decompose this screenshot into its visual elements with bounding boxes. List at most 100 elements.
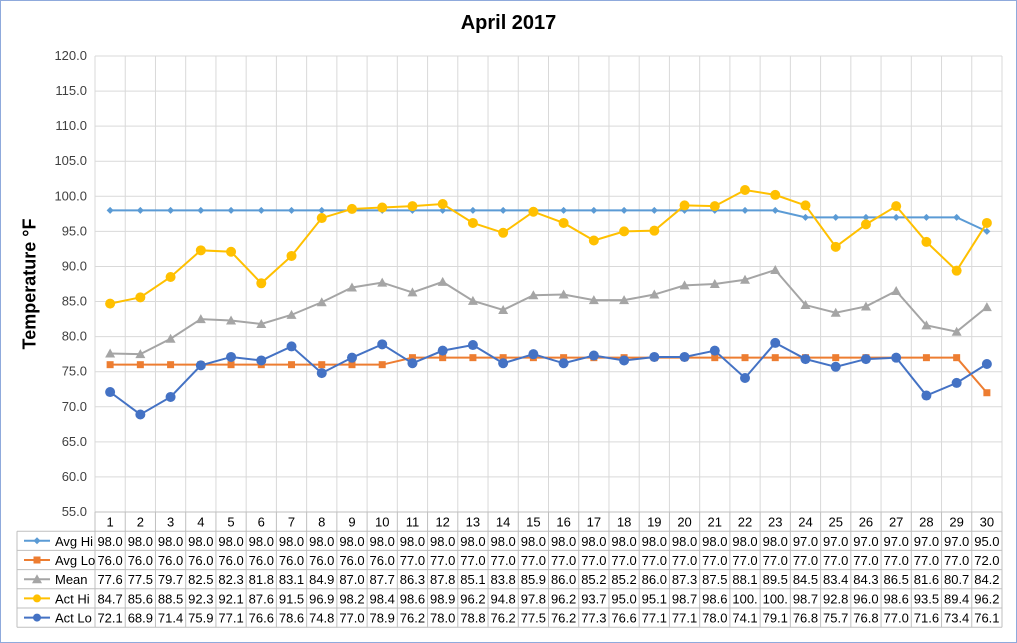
data-table-cell: 98.6 xyxy=(702,591,727,606)
data-table-cell: 77.0 xyxy=(430,553,455,568)
data-point-avg-lo xyxy=(469,354,477,362)
legend-entry: Avg Hi xyxy=(55,534,93,549)
data-point-avg-hi xyxy=(862,213,870,221)
data-table-cell: 76.0 xyxy=(249,553,274,568)
legend-entry: Act Lo xyxy=(55,611,92,626)
data-point-act-lo xyxy=(256,355,267,366)
data-point-act-lo xyxy=(951,377,962,388)
y-tick-label: 65.0 xyxy=(62,434,87,449)
data-point-avg-hi xyxy=(167,206,175,214)
data-table-cell: 87.8 xyxy=(430,572,455,587)
data-table-cell: 84.9 xyxy=(309,572,334,587)
data-table-cell: 78.0 xyxy=(430,611,455,626)
series-line-avg-hi xyxy=(110,209,988,233)
data-table-cell: 77.0 xyxy=(884,611,909,626)
data-point-avg-lo xyxy=(348,361,356,369)
x-tick-label: 7 xyxy=(288,515,295,530)
data-table-cell: 98.7 xyxy=(672,591,697,606)
data-point-avg-hi xyxy=(953,213,961,221)
data-point-avg-lo xyxy=(953,354,961,362)
data-point-avg-hi xyxy=(499,206,507,214)
data-table-cell: 98.0 xyxy=(642,534,667,549)
data-point-mean xyxy=(105,348,116,358)
data-table-cell: 95.1 xyxy=(642,591,667,606)
data-table-cell: 98.0 xyxy=(732,534,757,549)
x-tick-label: 16 xyxy=(556,515,570,530)
data-point-act-hi xyxy=(830,241,841,252)
data-table-cell: 77.5 xyxy=(521,611,546,626)
data-table-cell: 86.0 xyxy=(642,572,667,587)
data-point-mean xyxy=(830,307,841,317)
data-table-cell: 77.3 xyxy=(581,611,606,626)
data-point-act-lo xyxy=(316,368,327,379)
legend-key-marker xyxy=(33,613,41,622)
data-point-act-lo xyxy=(679,351,690,362)
data-point-mean xyxy=(346,282,357,292)
data-table-cell: 76.0 xyxy=(188,553,213,568)
data-point-mean xyxy=(619,295,630,305)
y-tick-label: 75.0 xyxy=(62,364,87,379)
data-point-act-hi xyxy=(588,235,599,246)
x-tick-label: 3 xyxy=(167,515,174,530)
data-table-cell: 98.9 xyxy=(430,591,455,606)
data-point-avg-hi xyxy=(288,206,296,214)
data-table-cell: 77.0 xyxy=(672,553,697,568)
data-point-mean xyxy=(709,279,720,288)
data-table-cell: 85.9 xyxy=(521,572,546,587)
data-point-mean xyxy=(891,286,902,296)
data-point-mean xyxy=(528,290,539,300)
data-table-cell: 76.0 xyxy=(309,553,334,568)
data-point-mean xyxy=(498,304,509,314)
chart-title: April 2017 xyxy=(460,12,557,34)
data-table-cell: 76.0 xyxy=(279,553,304,568)
data-table-cell: 77.1 xyxy=(642,611,667,626)
data-point-act-hi xyxy=(346,203,357,214)
data-point-act-hi xyxy=(226,246,237,257)
data-point-avg-hi xyxy=(257,206,265,214)
data-point-act-lo xyxy=(437,345,448,356)
x-tick-label: 6 xyxy=(258,515,265,530)
x-tick-label: 22 xyxy=(738,515,752,530)
data-point-avg-lo xyxy=(560,354,568,362)
data-point-act-hi xyxy=(619,226,630,237)
data-point-avg-hi xyxy=(832,213,840,221)
data-point-avg-lo xyxy=(106,361,114,369)
y-tick-label: 80.0 xyxy=(62,329,87,344)
data-table-cell: 79.7 xyxy=(158,572,183,587)
data-table-cell: 97.0 xyxy=(914,534,939,549)
data-table-cell: 72.1 xyxy=(97,611,122,626)
data-point-act-lo xyxy=(346,352,357,363)
data-table-cell: 89.5 xyxy=(763,572,788,587)
data-point-act-lo xyxy=(195,360,206,371)
data-point-avg-lo xyxy=(922,354,930,362)
data-point-act-lo xyxy=(709,345,720,356)
data-point-act-hi xyxy=(377,202,388,213)
data-table-cell: 97.0 xyxy=(823,534,848,549)
data-point-mean xyxy=(800,300,811,310)
data-point-act-lo xyxy=(891,352,902,363)
data-table-cell: 77.0 xyxy=(853,553,878,568)
data-point-avg-lo xyxy=(439,354,447,362)
data-point-avg-hi xyxy=(590,206,598,214)
x-tick-label: 25 xyxy=(828,515,842,530)
data-point-avg-hi xyxy=(771,206,779,214)
data-point-act-hi xyxy=(679,200,690,211)
data-table-cell: 98.0 xyxy=(460,534,485,549)
y-tick-label: 70.0 xyxy=(62,399,87,414)
data-point-act-lo xyxy=(226,351,237,362)
data-table-cell: 77.0 xyxy=(793,553,818,568)
data-table-cell: 96.9 xyxy=(309,591,334,606)
data-point-act-lo xyxy=(498,358,509,369)
data-point-mean xyxy=(316,297,327,307)
series-line-act-lo xyxy=(109,341,988,416)
x-tick-label: 14 xyxy=(496,515,510,530)
data-point-avg-lo xyxy=(318,361,326,369)
x-tick-label: 1 xyxy=(106,515,113,530)
data-table-cell: 98.0 xyxy=(128,534,153,549)
data-table-cell: 78.6 xyxy=(279,611,304,626)
y-tick-label: 60.0 xyxy=(62,469,87,484)
data-table-cell: 98.0 xyxy=(309,534,334,549)
x-tick-label: 21 xyxy=(708,515,722,530)
data-point-avg-lo xyxy=(499,354,507,362)
data-point-avg-lo xyxy=(227,361,235,369)
